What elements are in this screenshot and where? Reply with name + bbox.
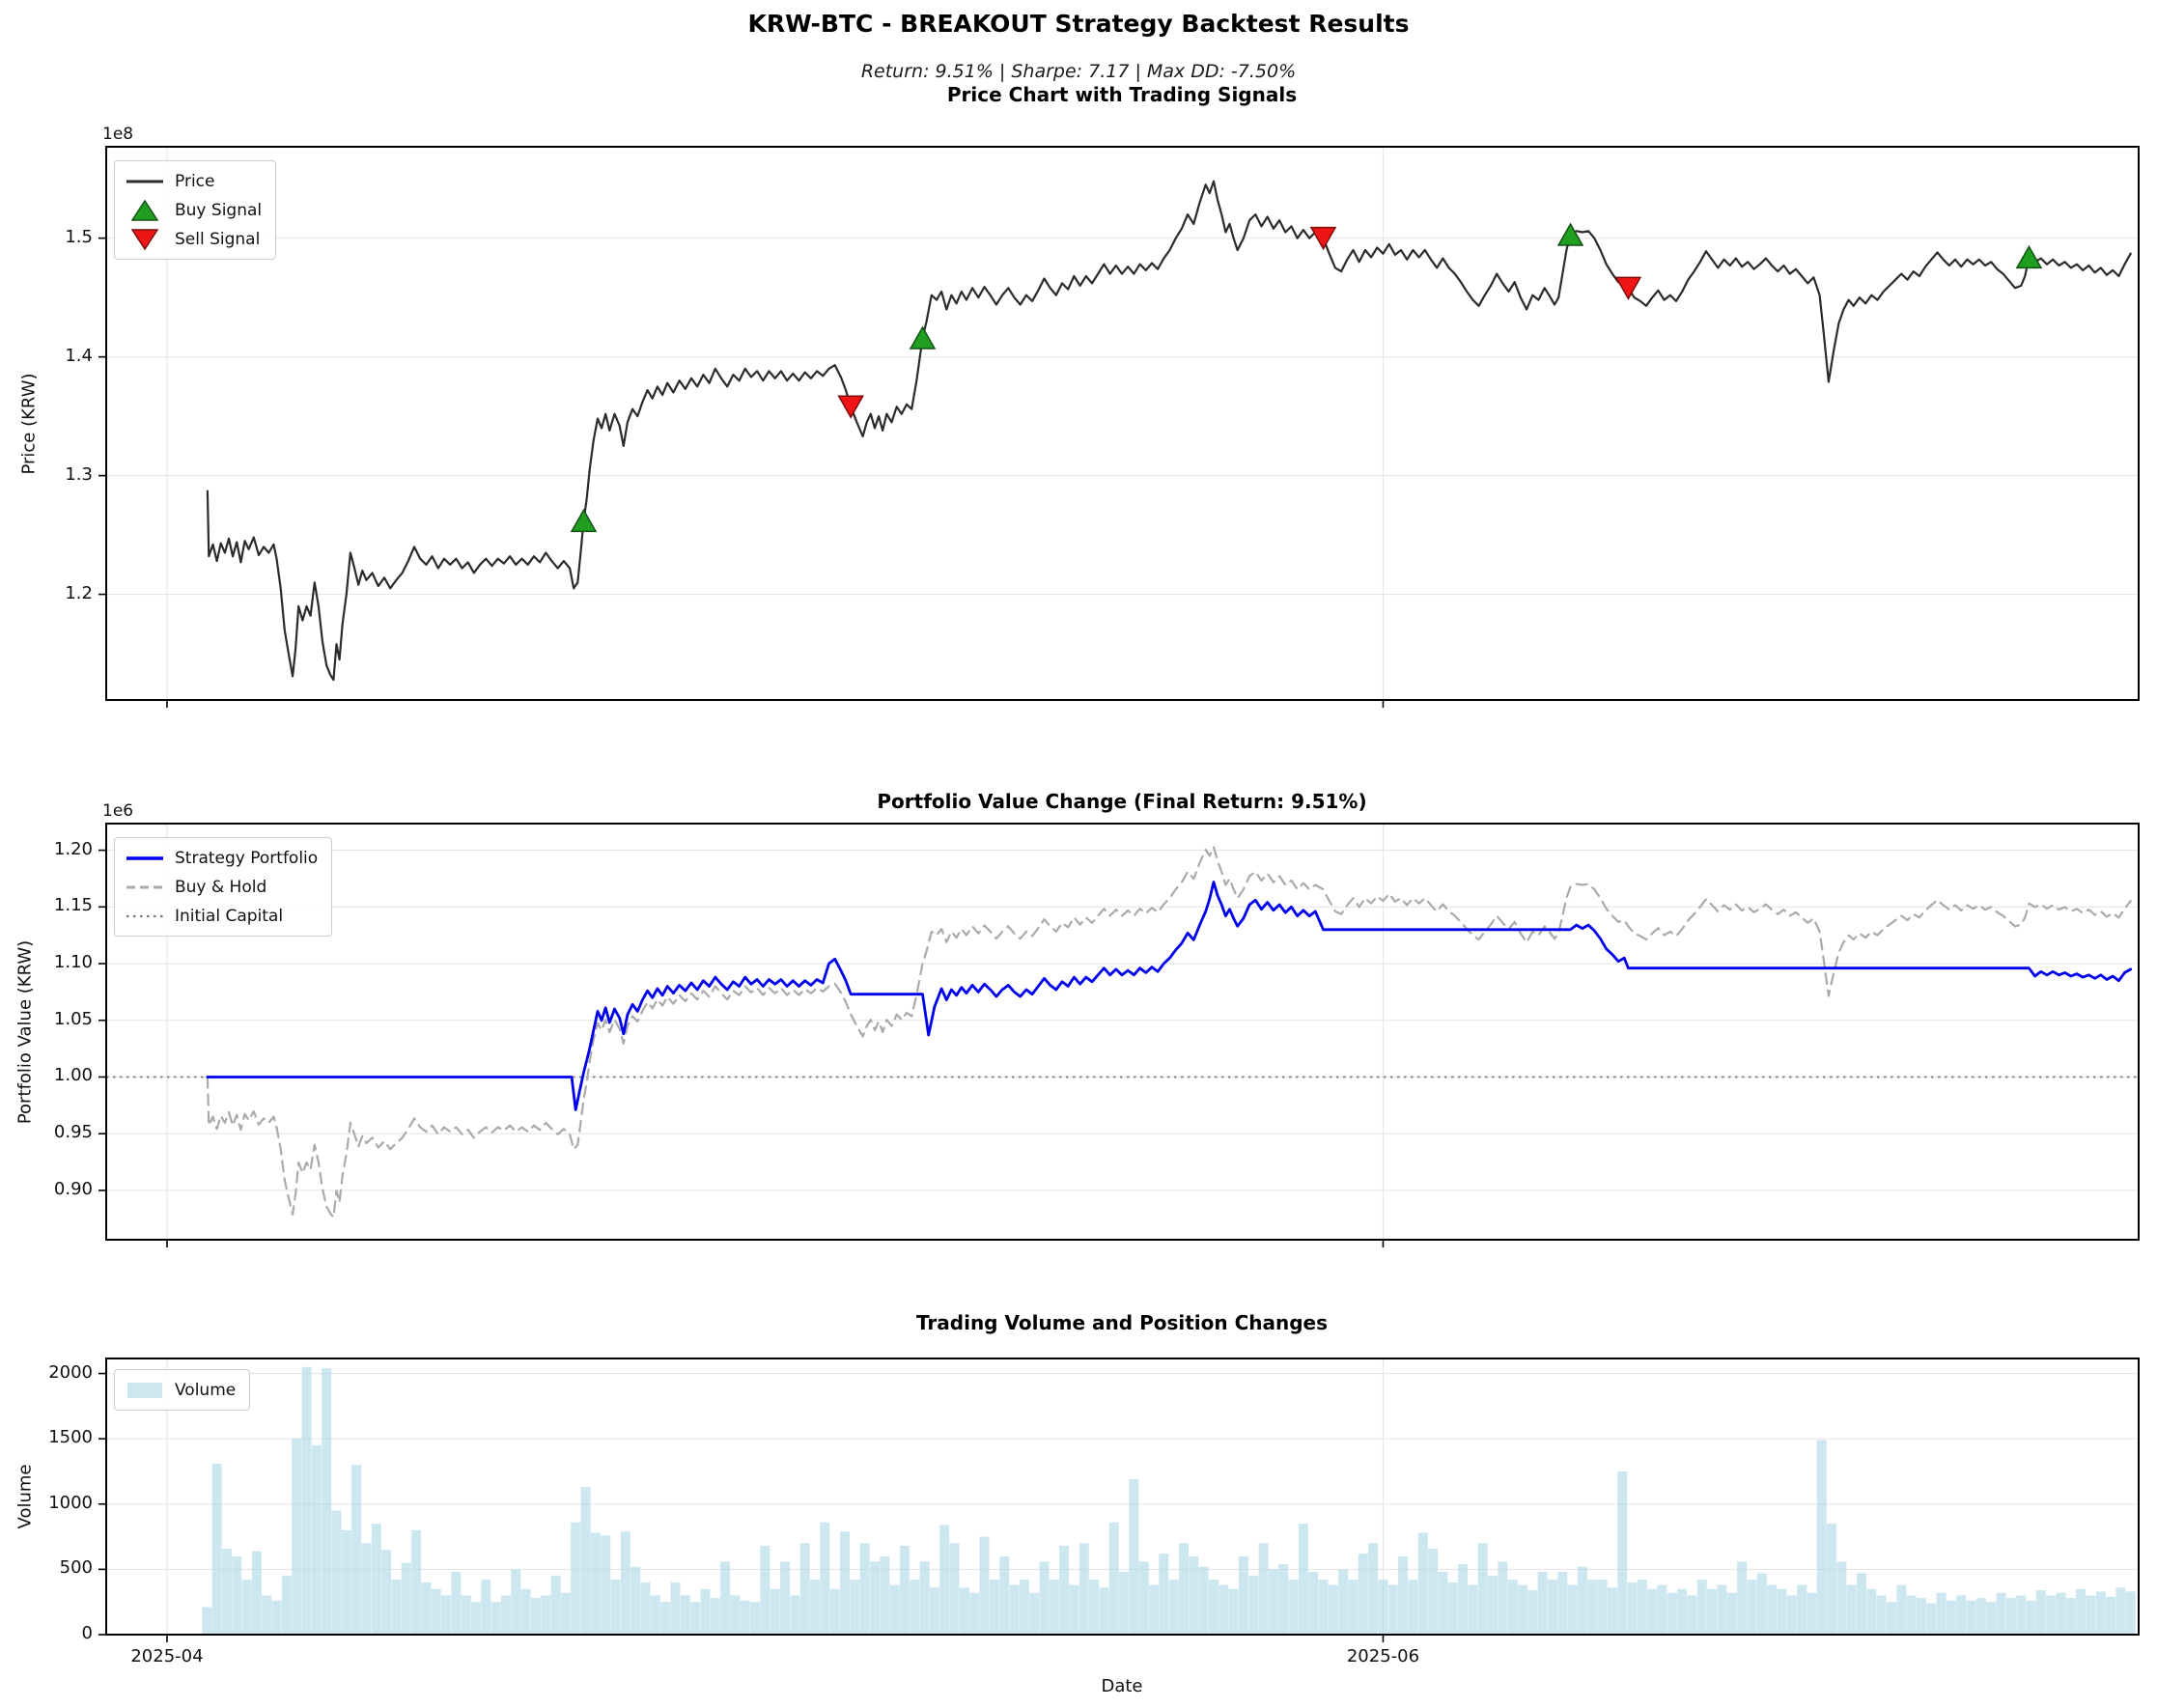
sell-signal-marker (1614, 276, 1642, 300)
volume-bars (202, 1366, 2136, 1635)
plot-border (105, 823, 2140, 1241)
figure-title: KRW-BTC - BREAKOUT Strategy Backtest Res… (747, 10, 1410, 38)
sell-signal-marker (1309, 226, 1337, 251)
legend-0: Price Buy Signal Sell Signal (114, 160, 277, 260)
y-axis-label-2: Volume (14, 1464, 36, 1529)
legend-item: Volume (123, 1377, 236, 1403)
x-tick-label: 2025-06 (1346, 1646, 1420, 1666)
legend-1: Strategy Portfolio Buy & Hold Initial Capi… (114, 837, 333, 937)
dot-swatch-icon (126, 914, 163, 917)
strategy-line (206, 881, 2133, 1111)
y-tick-label: 1.2 (65, 582, 93, 603)
x-axis-label: Date (1101, 1676, 1143, 1696)
y-axis-label-1: Portfolio Value (KRW) (14, 939, 36, 1124)
legend-label: Sell Signal (175, 229, 261, 249)
y-tick-label: 2000 (48, 1361, 93, 1383)
triangle-down-swatch-icon (130, 228, 159, 250)
legend-item: Buy & Hold (123, 874, 318, 900)
chart-2 (98, 1358, 2140, 1642)
buy-signal-marker (2015, 244, 2043, 269)
y-axis-offset-1: 1e6 (102, 801, 134, 821)
triangle-up-swatch-icon (130, 199, 159, 221)
buy-hold-line (206, 846, 2132, 1218)
y-tick-label: 1500 (48, 1427, 93, 1448)
signal-markers (570, 222, 2043, 533)
chart-1 (98, 823, 2140, 1247)
y-tick-label: 0.90 (53, 1178, 93, 1199)
y-tick-label: 0 (81, 1623, 93, 1643)
chart-title-1: Portfolio Value Change (Final Return: 9.… (877, 790, 1367, 813)
figure-subtitle: Return: 9.51% | Sharpe: 7.17 | Max DD: -… (860, 61, 1297, 82)
y-tick-label: 1000 (48, 1492, 93, 1513)
chart-0 (98, 146, 2140, 708)
patch-swatch-icon (127, 1382, 162, 1398)
legend-label: Buy Signal (175, 200, 263, 220)
legend-item: Initial Capital (123, 903, 318, 929)
y-tick-label: 1.00 (53, 1065, 93, 1086)
buy-signal-marker (570, 508, 598, 533)
buy-signal-marker (909, 325, 937, 350)
y-tick-label: 1.05 (53, 1008, 93, 1029)
y-tick-label: 1.3 (65, 463, 93, 485)
legend-label: Volume (175, 1380, 237, 1400)
y-tick-label: 500 (59, 1557, 93, 1579)
sell-signal-marker (837, 395, 864, 419)
y-tick-label: 1.20 (53, 838, 93, 859)
chart-title-0: Price Chart with Trading Signals (946, 83, 1298, 106)
legend-label: Strategy Portfolio (175, 848, 319, 868)
y-tick-label: 1.4 (65, 345, 93, 366)
chart-title-2: Trading Volume and Position Changes (915, 1311, 1329, 1334)
legend-item: Buy Signal (123, 197, 262, 223)
y-axis-label-0: Price (KRW) (18, 372, 40, 475)
legend-label: Price (175, 171, 215, 191)
plot-border (105, 1358, 2140, 1636)
plot-border (105, 146, 2140, 701)
grid-1 (106, 824, 2139, 1240)
price-line (206, 180, 2132, 682)
y-tick-label: 1.5 (65, 226, 93, 247)
legend-label: Buy & Hold (175, 877, 267, 897)
legend-label: Initial Capital (175, 906, 284, 926)
legend-item: Price (123, 168, 262, 194)
x-tick-label: 2025-04 (130, 1646, 204, 1666)
y-tick-label: 1.10 (53, 952, 93, 973)
buy-signal-marker (1556, 222, 1584, 246)
y-axis-offset-0: 1e8 (102, 125, 134, 144)
dash-swatch-icon (126, 885, 163, 888)
line-swatch-icon (126, 180, 163, 182)
legend-item: Sell Signal (123, 226, 262, 252)
legend-2: Volume (114, 1369, 251, 1411)
y-tick-label: 1.15 (53, 895, 93, 916)
grid-0 (106, 147, 2139, 700)
line-thick-swatch-icon (126, 855, 163, 860)
legend-item: Strategy Portfolio (123, 845, 318, 871)
y-tick-label: 0.95 (53, 1122, 93, 1143)
